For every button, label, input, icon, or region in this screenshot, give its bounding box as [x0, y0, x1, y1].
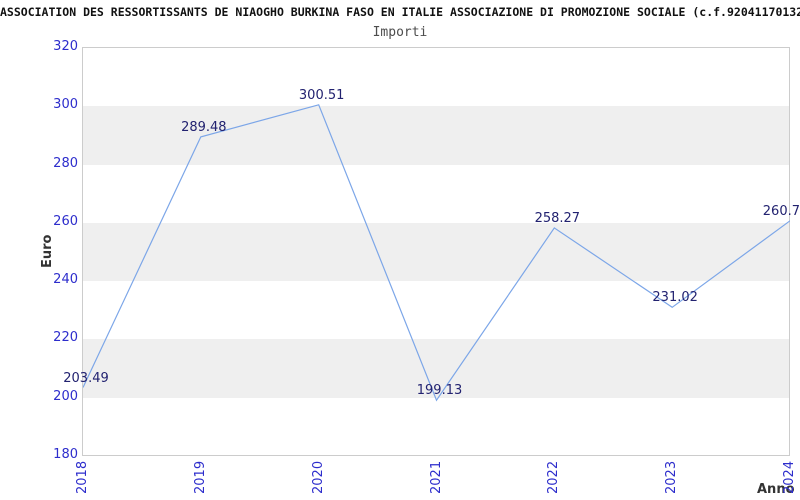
x-tick-label: 2020: [310, 460, 326, 494]
y-tick-label: 180: [53, 447, 78, 462]
x-tick-label: 2022: [546, 460, 562, 494]
chart-title: ASSOCIATION DES RESSORTISSANTS DE NIAOGH…: [0, 5, 800, 19]
data-point-label: 231.02: [652, 290, 698, 306]
plot-area: [82, 47, 790, 456]
y-tick-label: 220: [53, 330, 78, 346]
data-point-label: 199.13: [416, 383, 463, 399]
y-axis-title: Euro: [40, 234, 55, 268]
y-tick-label: 300: [53, 97, 78, 113]
y-tick-label: 240: [53, 272, 78, 288]
y-tick-label: 260: [53, 213, 78, 229]
data-point-label: 289.48: [181, 119, 227, 135]
y-tick-label: 280: [53, 155, 78, 171]
data-point-label: 300.51: [298, 87, 345, 103]
x-tick-label: 2019: [192, 460, 208, 494]
y-tick-label: 200: [53, 388, 78, 404]
data-point-label: 260.7: [762, 203, 800, 219]
y-tick-label: 320: [53, 39, 78, 54]
data-point-label: 203.49: [63, 370, 109, 386]
x-tick-label: 2018: [75, 460, 90, 494]
grid-band: [83, 222, 789, 282]
data-point-label: 258.27: [534, 210, 581, 226]
grid-band: [83, 106, 789, 165]
x-tick-label: 2024: [782, 460, 797, 494]
x-tick-label: 2023: [664, 460, 680, 494]
x-axis-title: Anno: [757, 482, 795, 497]
chart-subtitle: Importi: [372, 25, 428, 40]
series-line: [83, 104, 790, 402]
grid-band: [83, 339, 789, 398]
x-tick-label: 2021: [428, 460, 444, 494]
